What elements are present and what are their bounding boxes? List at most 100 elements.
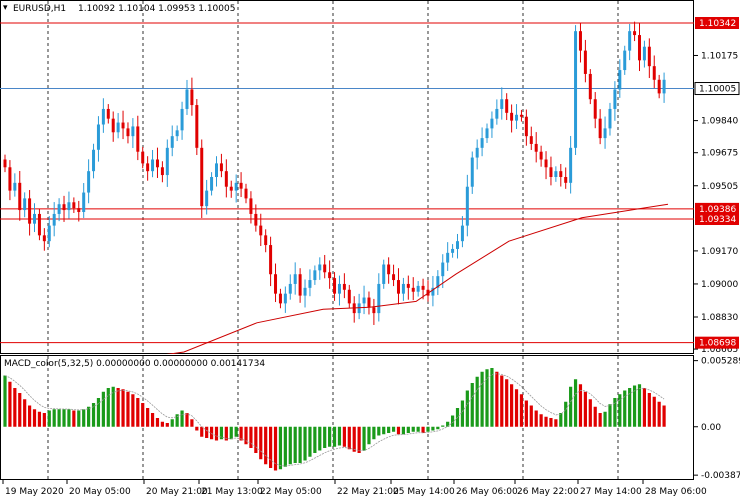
candle-body: [283, 293, 287, 304]
macd-bar: [219, 426, 224, 440]
macd-bar: [180, 410, 184, 427]
candle-body: [224, 171, 228, 187]
candle-body: [549, 167, 553, 177]
candle-body: [396, 280, 400, 294]
macd-bar: [490, 368, 494, 427]
level-badge: [695, 213, 739, 225]
macd-bar: [323, 426, 327, 448]
candle-body: [101, 108, 105, 125]
candle-body: [451, 248, 455, 253]
candle-body: [234, 182, 238, 191]
macd-bar: [598, 413, 602, 427]
candle-body: [539, 151, 543, 160]
macd-bar: [224, 426, 228, 441]
macd-pane[interactable]: [0, 355, 694, 480]
macd-bar: [67, 409, 71, 427]
candle-body: [357, 303, 361, 314]
price-pane[interactable]: [0, 0, 694, 354]
candle-body: [519, 114, 523, 117]
macd-histogram: [3, 368, 666, 471]
candle-body: [456, 241, 460, 249]
candle-body: [647, 46, 651, 67]
macd-bar: [559, 413, 563, 427]
macd-tick-label: 0.00: [701, 423, 721, 433]
price-tick-label: 1.09840: [701, 117, 738, 127]
candle-body: [96, 124, 100, 150]
macd-bar: [195, 426, 199, 431]
time-label: 21 May 13:00: [201, 487, 263, 497]
macd-bar: [293, 426, 297, 463]
macd-bar: [524, 400, 528, 427]
candle-body: [52, 213, 56, 226]
macd-bar: [352, 426, 356, 452]
symbol-label: EURUSD,H1: [13, 4, 66, 14]
macd-bar: [421, 426, 425, 433]
time-label: 25 May 14:00: [393, 487, 455, 497]
candle-body: [401, 283, 405, 294]
macd-bar: [165, 423, 169, 427]
macd-bar: [470, 383, 474, 427]
macd-bar: [593, 406, 597, 427]
macd-bar: [450, 415, 455, 427]
macd-bar: [460, 400, 465, 427]
candle-body: [219, 163, 223, 172]
macd-bar: [200, 426, 204, 437]
candle-body: [175, 130, 179, 137]
candle-body: [372, 307, 376, 314]
current-price-badge: [694, 82, 740, 96]
candle-body: [269, 245, 273, 275]
candle-body: [318, 264, 322, 271]
candle-body: [111, 118, 115, 133]
macd-bar: [259, 426, 263, 460]
macd-bar: [431, 426, 435, 431]
macd-tick-label: -0.003872: [701, 471, 740, 481]
candle-body: [382, 264, 386, 284]
macd-bar: [387, 426, 391, 433]
candle-body: [136, 126, 140, 152]
candle-body: [642, 46, 646, 61]
macd-bar: [573, 379, 578, 427]
candle-body: [569, 147, 573, 183]
candle-body: [37, 213, 41, 236]
candle-body: [588, 73, 592, 100]
candle-body: [288, 283, 292, 294]
macd-bar: [475, 376, 479, 427]
macd-bar: [273, 426, 278, 471]
macd-bar: [190, 419, 194, 427]
macd-bar: [411, 426, 415, 432]
candle-body: [470, 157, 474, 187]
macd-bar: [391, 426, 396, 432]
candle-body: [480, 138, 484, 148]
candle-body: [278, 293, 282, 304]
macd-bar: [426, 426, 430, 432]
macd-bar: [495, 371, 499, 427]
level-badge-label: 1.08698: [699, 339, 736, 349]
candle-body: [446, 252, 450, 263]
macd-bar: [160, 421, 164, 427]
candle-body: [67, 202, 71, 211]
candle-body: [559, 171, 563, 177]
macd-bar: [367, 426, 371, 445]
candle-body: [377, 283, 381, 314]
candle-body: [598, 118, 602, 139]
macd-bar: [121, 389, 125, 427]
macd-bar: [613, 398, 617, 427]
candle-body: [337, 283, 341, 294]
macd-bar: [446, 421, 450, 427]
level-badge: [695, 336, 739, 349]
candle-body: [333, 278, 337, 294]
candle-body: [475, 147, 479, 158]
candle-body: [628, 31, 632, 51]
macd-bar: [519, 394, 524, 427]
candle-body: [436, 276, 440, 288]
macd-bar: [249, 426, 253, 448]
candle-body: [155, 159, 159, 168]
macd-bar: [72, 410, 76, 427]
current-price-label: 1.10005: [699, 85, 736, 95]
candle-body: [33, 213, 37, 224]
macd-bar: [642, 388, 647, 427]
price-tick-label: 1.09505: [701, 182, 738, 192]
macd-bar: [544, 416, 548, 427]
